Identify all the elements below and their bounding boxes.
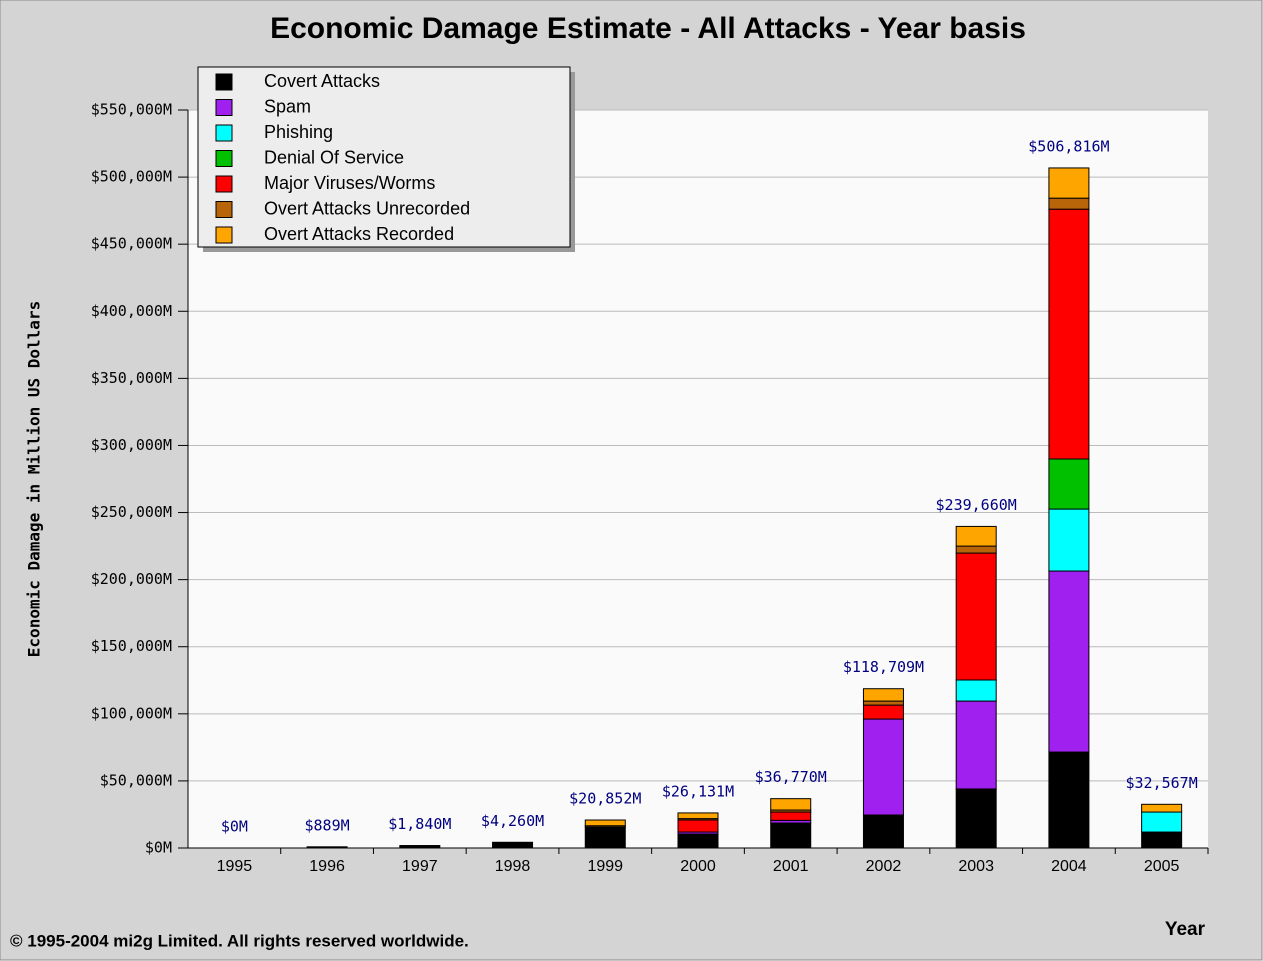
bar-segment bbox=[492, 841, 534, 849]
x-tick-label: 2003 bbox=[958, 858, 994, 875]
bar-segment bbox=[1048, 197, 1090, 210]
bar-segment bbox=[955, 525, 997, 547]
x-tick-label: 2000 bbox=[680, 858, 716, 875]
bar-segment bbox=[584, 826, 626, 849]
bar-segment bbox=[1048, 167, 1090, 199]
x-tick-label: 1999 bbox=[587, 858, 623, 875]
legend-swatch bbox=[215, 73, 233, 91]
legend-label: Overt Attacks Unrecorded bbox=[264, 198, 470, 218]
bar-segment bbox=[862, 814, 904, 849]
total-label: $36,770M bbox=[755, 768, 827, 786]
bar-segment bbox=[955, 545, 997, 554]
bar-segment bbox=[1141, 803, 1183, 813]
bar-segment bbox=[1048, 570, 1090, 753]
total-label: $239,660M bbox=[936, 496, 1017, 514]
total-label: $26,131M bbox=[662, 782, 734, 800]
bar-segment bbox=[770, 822, 812, 849]
y-tick-label: $500,000M bbox=[91, 168, 172, 186]
legend-label: Covert Attacks bbox=[264, 71, 380, 91]
x-tick-label: 1996 bbox=[309, 858, 345, 875]
footer: © 1995-2004 mi2g Limited. All rights res… bbox=[10, 931, 469, 950]
bar-segment bbox=[955, 700, 997, 790]
total-label: $20,852M bbox=[569, 790, 641, 808]
y-tick-label: $0M bbox=[145, 839, 172, 857]
bar-segment bbox=[1048, 508, 1090, 572]
y-tick-label: $50,000M bbox=[100, 771, 172, 789]
bar-segment bbox=[399, 845, 441, 849]
x-tick-label: 1998 bbox=[495, 858, 531, 875]
bar-segment bbox=[770, 798, 812, 811]
total-label: $0M bbox=[221, 818, 248, 836]
bar-segment bbox=[677, 819, 719, 833]
bar-segment bbox=[1048, 751, 1090, 849]
x-tick-label: 2005 bbox=[1144, 858, 1180, 875]
bar-segment bbox=[1141, 831, 1183, 849]
legend-label: Spam bbox=[264, 96, 311, 116]
legend-swatch bbox=[215, 226, 233, 244]
legend-label: Major Viruses/Worms bbox=[264, 173, 435, 193]
y-tick-label: $550,000M bbox=[91, 101, 172, 119]
y-tick-label: $300,000M bbox=[91, 436, 172, 454]
y-tick-label: $450,000M bbox=[91, 235, 172, 253]
bar-segment bbox=[862, 700, 904, 706]
total-label: $118,709M bbox=[843, 658, 924, 676]
bar-segment bbox=[1048, 208, 1090, 460]
legend-swatch bbox=[215, 175, 233, 193]
bar-segment bbox=[584, 819, 626, 827]
x-tick-label: 2002 bbox=[866, 858, 902, 875]
y-tick-label: $150,000M bbox=[91, 637, 172, 655]
total-label: $889M bbox=[305, 816, 350, 834]
y-tick-label: $100,000M bbox=[91, 704, 172, 722]
total-label: $506,816M bbox=[1028, 137, 1109, 155]
y-axis-label: Economic Damage in Million US Dollars bbox=[25, 301, 44, 657]
bar-segment bbox=[770, 811, 812, 821]
legend-swatch bbox=[215, 124, 233, 142]
legend-swatch bbox=[215, 150, 233, 167]
bar-segment bbox=[677, 833, 719, 849]
chart-title: Economic Damage Estimate - All Attacks -… bbox=[270, 12, 1026, 45]
bar-segment bbox=[862, 688, 904, 702]
legend bbox=[197, 66, 571, 248]
legend-swatch bbox=[215, 99, 233, 116]
legend-label: Phishing bbox=[264, 122, 333, 142]
y-tick-label: $250,000M bbox=[91, 503, 172, 521]
y-tick-label: $400,000M bbox=[91, 302, 172, 320]
bar-segment bbox=[862, 704, 904, 720]
bar-segment bbox=[862, 718, 904, 816]
legend-label: Overt Attacks Recorded bbox=[264, 224, 454, 244]
bar-segment bbox=[306, 846, 348, 849]
x-axis-label: Year bbox=[1165, 919, 1206, 940]
x-tick-label: 1997 bbox=[402, 858, 438, 875]
bar-segment bbox=[1141, 811, 1183, 833]
bar-segment bbox=[955, 679, 997, 702]
x-tick-label: 1995 bbox=[217, 858, 253, 875]
total-label: $4,260M bbox=[481, 812, 544, 830]
bar-segment bbox=[955, 788, 997, 849]
bar-segment bbox=[955, 552, 997, 681]
y-tick-label: $350,000M bbox=[91, 369, 172, 387]
x-tick-label: 2004 bbox=[1051, 858, 1087, 875]
legend-swatch bbox=[215, 201, 233, 218]
x-tick-label: 2001 bbox=[773, 858, 809, 875]
bar-segment bbox=[1048, 458, 1090, 510]
total-label: $1,840M bbox=[388, 815, 451, 833]
legend-label: Denial Of Service bbox=[264, 147, 404, 167]
total-label: $32,567M bbox=[1126, 774, 1198, 792]
y-tick-label: $200,000M bbox=[91, 570, 172, 588]
bar-segment bbox=[677, 812, 719, 820]
